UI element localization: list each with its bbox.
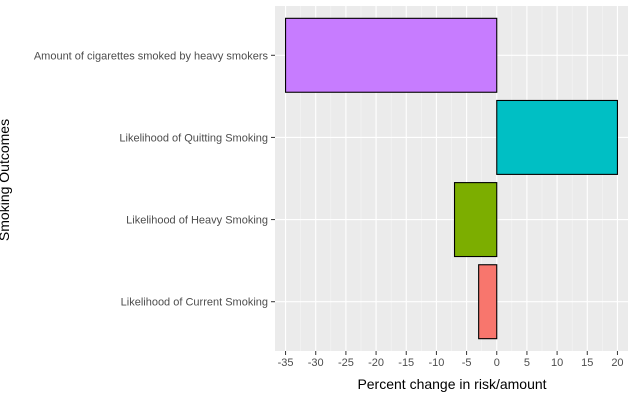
x-tick-label: -30	[308, 357, 324, 369]
x-tick-label: -10	[428, 357, 444, 369]
x-tick-labels: -35 -30 -25 -20 -15 -10 -5 0 5 10 15 20	[278, 357, 624, 369]
y-tick-label: Likelihood of Heavy Smoking	[126, 215, 268, 227]
bar	[478, 264, 498, 340]
x-tick-label: 10	[551, 357, 563, 369]
x-tick-label: 5	[524, 357, 530, 369]
x-tick-label: -25	[338, 357, 354, 369]
y-tick-label: Likelihood of Quitting Smoking	[119, 132, 268, 144]
x-tick-label: -5	[462, 357, 472, 369]
x-tick-label: -15	[398, 357, 414, 369]
bars	[285, 17, 618, 340]
bar	[496, 99, 618, 175]
x-axis-title: Percent change in risk/amount	[357, 376, 546, 392]
x-tick-label: -35	[278, 357, 294, 369]
x-tick-label: 15	[581, 357, 593, 369]
bar	[453, 182, 498, 258]
x-tick-label: -20	[368, 357, 384, 369]
x-tick-label: 20	[611, 357, 623, 369]
y-tick-label: Likelihood of Current Smoking	[121, 297, 268, 309]
x-tick-marks	[285, 351, 618, 355]
y-axis-title: Smoking Outcomes	[0, 119, 12, 241]
x-tick-label: 0	[494, 357, 500, 369]
bar	[285, 17, 498, 93]
y-tick-marks	[271, 54, 275, 303]
y-tick-label: Amount of cigarettes smoked by heavy smo…	[34, 50, 269, 62]
y-tick-labels: Likelihood of Current Smoking Likelihood …	[34, 50, 269, 308]
